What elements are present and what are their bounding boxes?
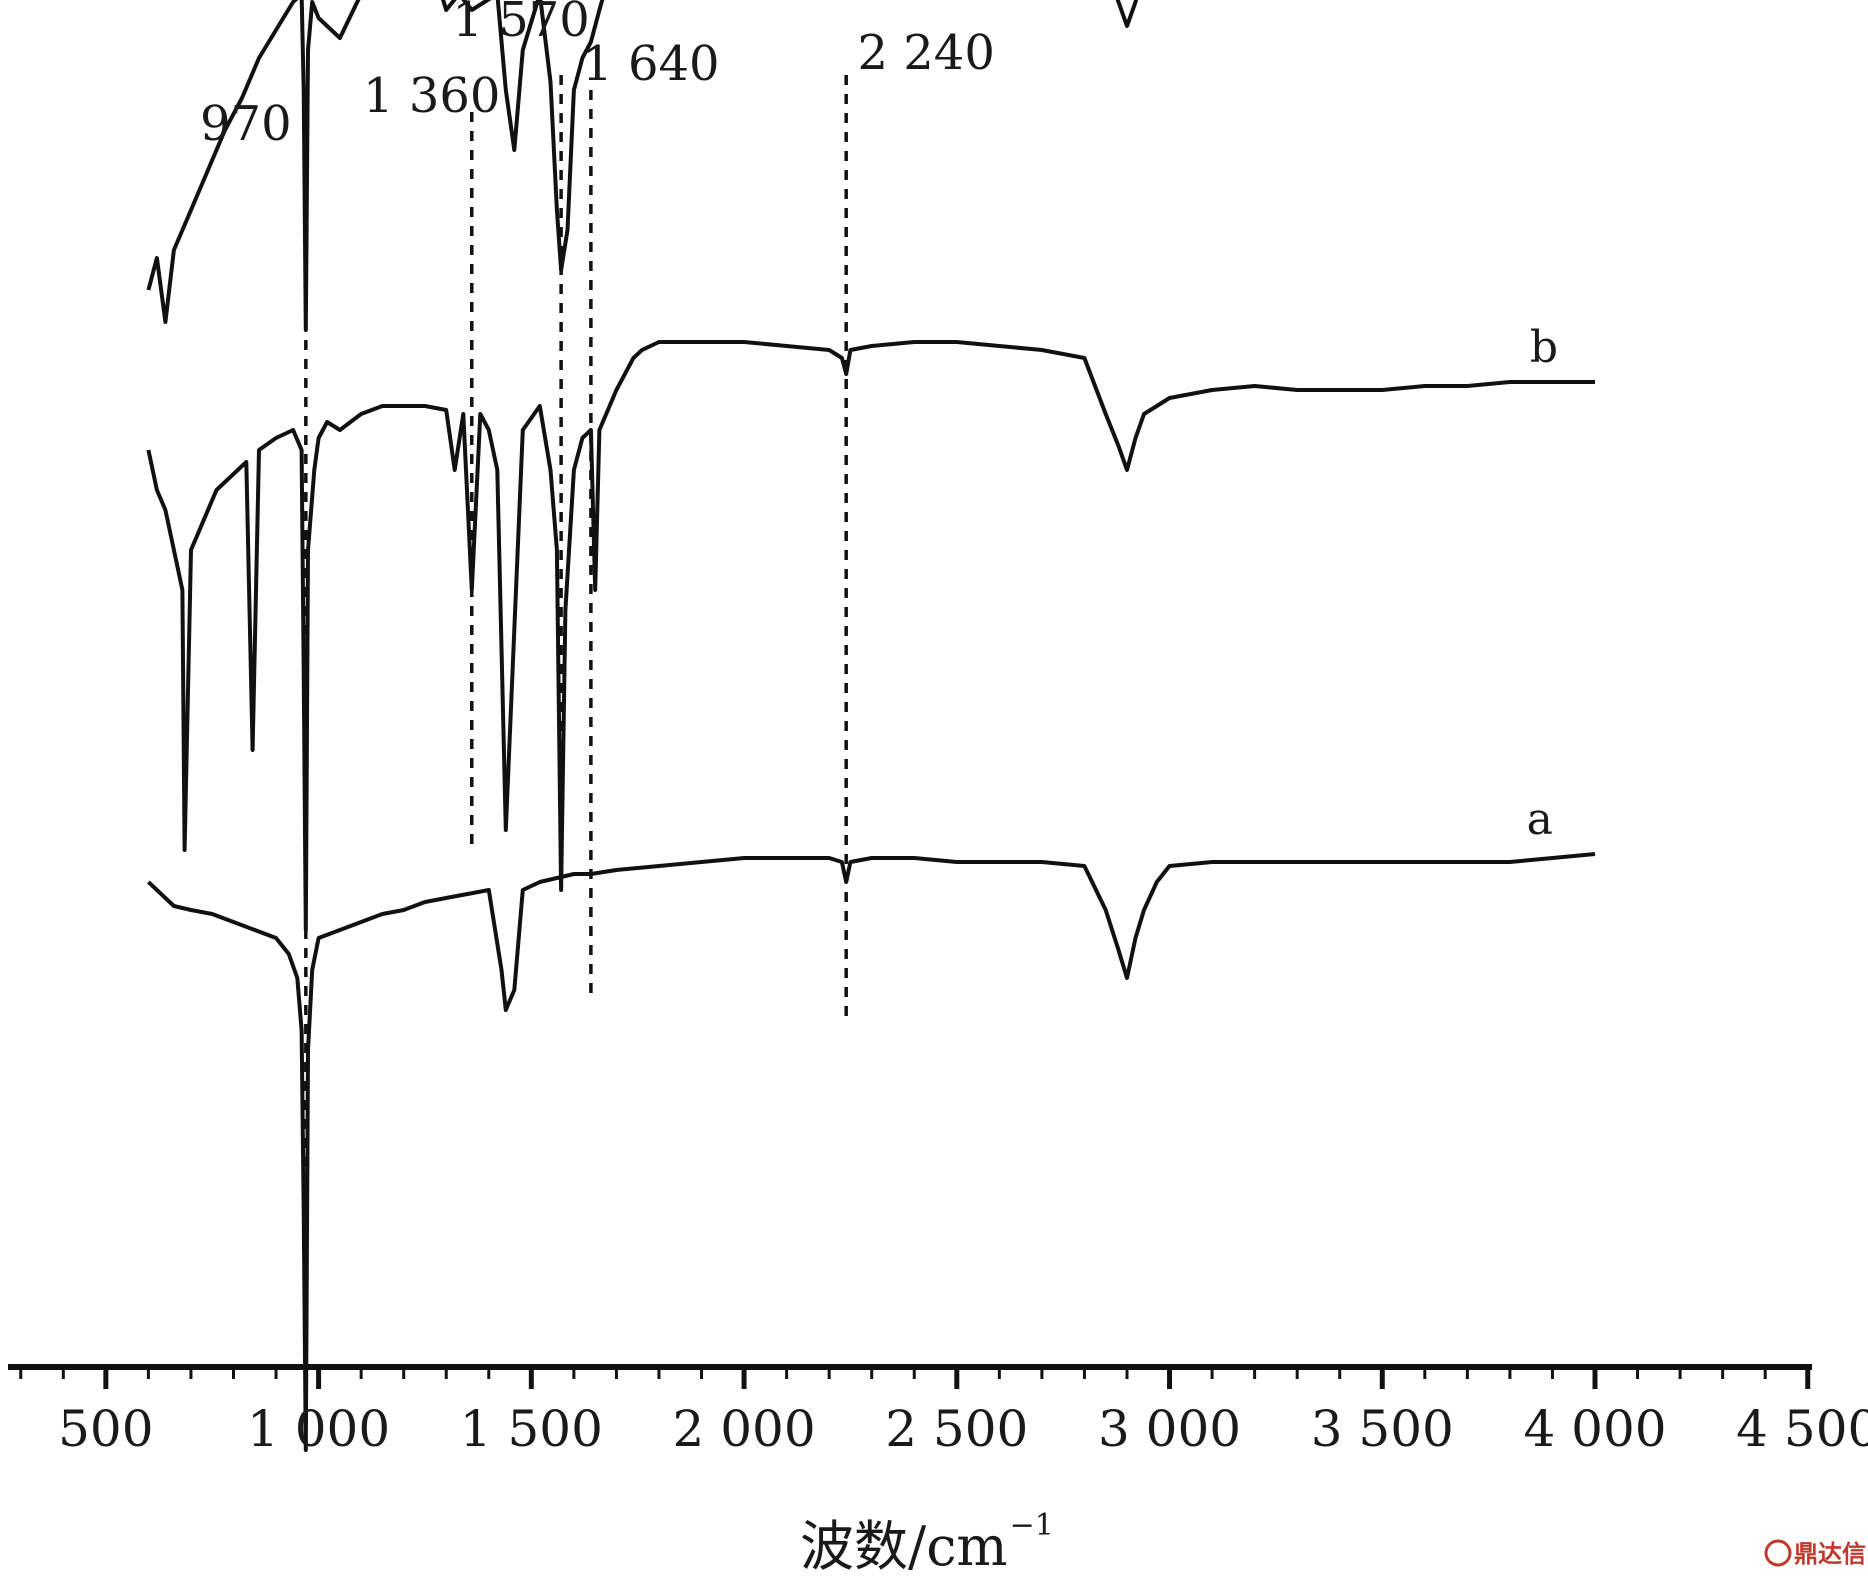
watermark-logo-icon — [1764, 1539, 1792, 1567]
peak-label: 970 — [200, 96, 292, 152]
x-tick-label: 2 500 — [885, 1400, 1028, 1458]
x-tick-label: 1 500 — [460, 1400, 603, 1458]
peak-label: 2 240 — [857, 25, 994, 81]
watermark: 鼎达信 — [1764, 1539, 1866, 1568]
series-line-b — [146, 340, 1595, 932]
reference-lines — [304, 75, 848, 1364]
x-tick-label: 500 — [58, 1400, 153, 1458]
series-line-a — [147, 852, 1596, 1452]
peak-label: 1 360 — [363, 68, 500, 124]
x-tick-label: 3 500 — [1311, 1400, 1454, 1458]
x-tick-label: 1 000 — [247, 1400, 390, 1458]
series-labels: cba — [1527, 322, 1558, 845]
series-label-a: a — [1527, 794, 1553, 845]
peak-label: 1 640 — [582, 36, 719, 92]
x-axis-title-superscript: −1 — [1010, 1508, 1054, 1543]
series-label-b: b — [1530, 322, 1558, 373]
x-tick-label: 4 000 — [1523, 1400, 1666, 1458]
x-axis: 500 1 000 1 500 2 000 2 500 3 000 3 500 4 000 4 … — [8, 1364, 1868, 1458]
x-tick-label: 2 000 — [672, 1400, 815, 1458]
series-line-c — [146, 0, 1340, 332]
peak-label: 1 570 — [452, 0, 589, 48]
series-layer — [146, 0, 1596, 1452]
x-tick-label: 3 000 — [1098, 1400, 1241, 1458]
x-axis-title: 波数/cm — [800, 1515, 1008, 1577]
watermark-text: 鼎达信 — [1794, 1540, 1866, 1568]
x-tick-label: 4 500 — [1736, 1400, 1868, 1458]
